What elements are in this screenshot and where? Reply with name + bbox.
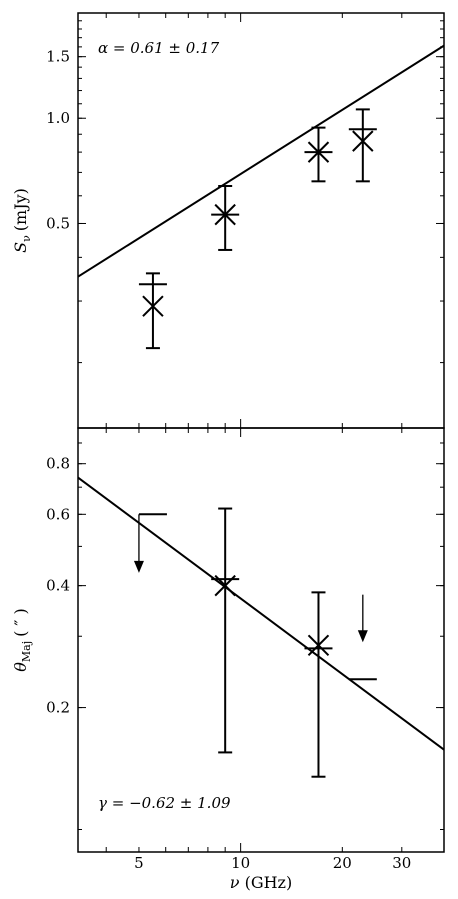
y-axis-label: Sν(mJy) bbox=[11, 188, 33, 253]
data-marker bbox=[142, 295, 164, 317]
y-tick-label: 1.0 bbox=[46, 109, 70, 127]
fit-line bbox=[77, 44, 445, 278]
y-tick-label: 0.2 bbox=[46, 699, 70, 717]
y-tick-label: 0.4 bbox=[46, 577, 70, 595]
fit-annotation: α = 0.61 ± 0.17 bbox=[98, 39, 220, 57]
data-marker bbox=[214, 203, 236, 226]
x-tick-label: 30 bbox=[392, 854, 411, 872]
x-tick-label: 5 bbox=[134, 854, 144, 872]
y-tick-label: 0.6 bbox=[46, 505, 70, 523]
plot-frame bbox=[77, 12, 445, 429]
x-tick-label: 20 bbox=[333, 854, 352, 872]
arrow-head bbox=[133, 560, 144, 573]
data-marker bbox=[307, 634, 330, 656]
data-marker bbox=[352, 130, 374, 152]
y-tick-label: 1.5 bbox=[46, 48, 70, 66]
x-tick-label: 10 bbox=[231, 854, 250, 872]
x-axis-label: ν (GHz) bbox=[230, 873, 292, 892]
arrow-head bbox=[357, 630, 368, 643]
bottom-panel: 0.2 0.4 0.6 0.8 5 10 20 30 γ = −0.62 ± 1.09 θMaj(… bbox=[11, 427, 445, 892]
plot-frame bbox=[77, 427, 445, 853]
y-tick-label: 0.5 bbox=[46, 214, 70, 232]
data-marker bbox=[214, 574, 236, 597]
y-tick-label: 0.8 bbox=[46, 455, 70, 473]
y-axis-label: θMaj( ″ ) bbox=[11, 608, 33, 672]
top-panel: 0.5 1.0 1.5 α = 0.61 ± 0.17 Sν(mJy) bbox=[11, 12, 445, 429]
data-marker bbox=[307, 141, 330, 163]
fit-annotation: γ = −0.62 ± 1.09 bbox=[98, 794, 231, 812]
fit-line bbox=[77, 476, 445, 751]
